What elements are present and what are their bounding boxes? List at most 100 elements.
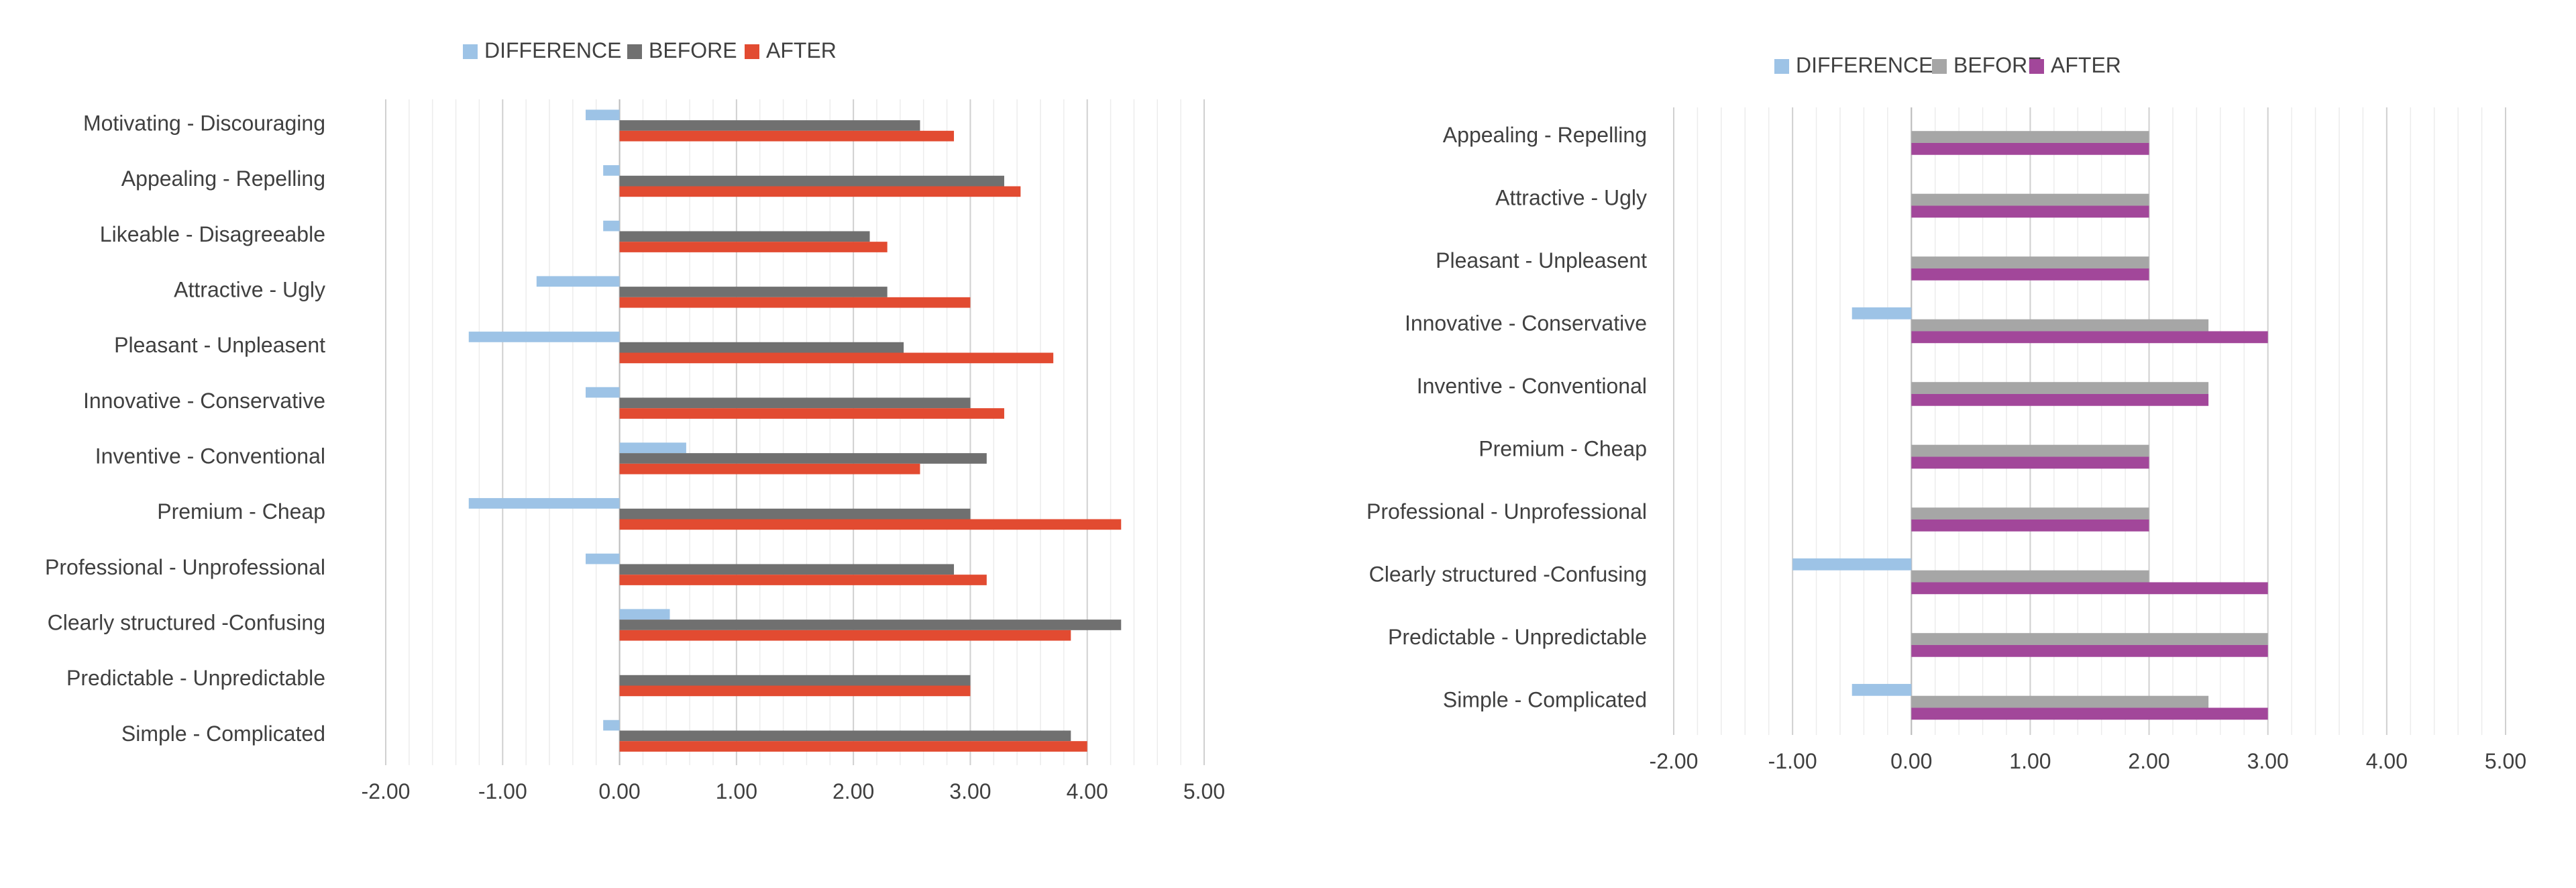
bar-before <box>619 231 870 242</box>
bar-after <box>619 130 955 142</box>
bar-before <box>1911 633 2268 645</box>
bar-difference <box>468 498 620 509</box>
bar-after <box>1911 519 2149 532</box>
category-label: Appealing - Repelling <box>1443 123 1647 147</box>
x-tick-label: 4.00 <box>1067 779 1108 803</box>
bar-difference <box>586 109 620 121</box>
category-label: Professional - Unprofessional <box>45 555 325 579</box>
bar-difference <box>1851 307 1912 319</box>
legend-swatch-before <box>627 44 642 59</box>
category-label: Motivating - Discouraging <box>83 111 325 136</box>
x-tick-label: -1.00 <box>1768 749 1817 773</box>
bar-after <box>619 630 1071 641</box>
legend-swatch-after <box>2029 59 2044 74</box>
bar-after <box>619 575 987 585</box>
bar-after <box>1911 393 2209 406</box>
bar-before <box>1911 507 2149 520</box>
bar-after <box>619 408 1004 419</box>
gridlines <box>1673 107 2506 735</box>
bar-after <box>1911 268 2149 281</box>
legend-label-after: AFTER <box>766 38 837 62</box>
category-label: Pleasant - Unpleasent <box>1436 248 1647 273</box>
bar-difference <box>619 609 670 620</box>
legend-label-difference: DIFFERENCE <box>1796 53 1933 77</box>
x-tick-label: 4.00 <box>2366 749 2408 773</box>
bar-after <box>619 519 1122 530</box>
bar-before <box>619 564 955 575</box>
category-label: Appealing - Repelling <box>121 166 325 191</box>
bar-after <box>1911 582 2268 595</box>
bar-difference <box>619 442 686 454</box>
x-tick-label: 0.00 <box>1890 749 1932 773</box>
bar-difference <box>586 553 620 564</box>
bar-before <box>619 730 1071 742</box>
legend-label-after: AFTER <box>2051 53 2121 77</box>
bar-before <box>619 397 971 409</box>
x-tick-label: -2.00 <box>362 779 411 803</box>
category-label: Likeable - Disagreeable <box>100 222 325 246</box>
category-label: Attractive - Ugly <box>1495 185 1647 209</box>
bar-difference <box>1792 558 1912 571</box>
right-bar-chart: -2.00 -1.00 0.00 1.00 2.00 3.00 4.00 5.00 Appeal… <box>1288 0 2576 885</box>
x-tick-label: -2.00 <box>1650 749 1699 773</box>
bar-before <box>619 675 971 686</box>
x-tick-label: 1.00 <box>716 779 757 803</box>
bar-before <box>1911 444 2149 457</box>
bar-before <box>619 287 888 297</box>
category-label: Premium - Cheap <box>1479 436 1647 460</box>
bar-after <box>619 186 1021 197</box>
bar-before <box>619 120 920 131</box>
bar-after <box>1911 707 2268 720</box>
category-label: Simple - Complicated <box>1443 687 1647 711</box>
legend: DIFFERENCE BEFORE AFTER <box>463 38 837 62</box>
category-label: Clearly structured -Confusing <box>1369 562 1647 586</box>
legend: DIFFERENCE BEFORE AFTER <box>1774 53 2121 77</box>
legend-swatch-difference <box>1774 59 1789 74</box>
bar-difference <box>603 165 620 176</box>
x-tick-label: 5.00 <box>1183 779 1225 803</box>
bar-before <box>619 175 1004 187</box>
x-tick-label: 3.00 <box>2247 749 2289 773</box>
category-label: Predictable - Unpredictable <box>66 666 325 690</box>
bar-before <box>1911 256 2149 268</box>
bar-after <box>619 463 920 475</box>
bar-before <box>619 508 971 520</box>
bar-difference <box>586 387 620 398</box>
bar-after <box>1911 456 2149 469</box>
legend-swatch-difference <box>463 44 478 59</box>
left-chart-svg: -2.00 -1.00 0.00 1.00 2.00 3.00 4.00 5.00 Motiva… <box>45 38 1225 803</box>
legend-label-before: BEFORE <box>649 38 737 62</box>
legend-label-before: BEFORE <box>1953 53 2042 77</box>
bar-before <box>1911 570 2149 583</box>
category-label: Inventive - Conventional <box>1417 374 1647 398</box>
category-label: Clearly structured -Confusing <box>48 611 325 635</box>
right-chart-svg: -2.00 -1.00 0.00 1.00 2.00 3.00 4.00 5.00 Appeal… <box>1366 53 2526 773</box>
category-label: Premium - Cheap <box>157 499 325 524</box>
bar-before <box>1911 193 2149 206</box>
bar-after <box>1911 644 2268 657</box>
bars <box>468 109 1122 752</box>
x-tick-label: 1.00 <box>2009 749 2051 773</box>
bar-difference <box>603 720 620 731</box>
bar-difference <box>1851 683 1912 696</box>
bar-after <box>1911 331 2268 344</box>
bars <box>1792 131 2268 720</box>
category-label: Professional - Unprofessional <box>1366 499 1647 524</box>
x-tick-label: 2.00 <box>833 779 874 803</box>
category-label: Innovative - Conservative <box>1405 311 1647 335</box>
bar-before <box>619 453 987 464</box>
bar-difference <box>468 332 620 342</box>
bar-difference <box>603 220 620 232</box>
bar-after <box>1911 205 2149 218</box>
bar-before <box>1911 131 2149 143</box>
bar-before <box>1911 319 2209 332</box>
bar-before <box>1911 695 2209 708</box>
bar-after <box>619 242 888 252</box>
gridlines <box>385 99 1205 765</box>
x-tick-label: 2.00 <box>2128 749 2169 773</box>
bar-before <box>1911 382 2209 394</box>
left-bar-chart: -2.00 -1.00 0.00 1.00 2.00 3.00 4.00 5.00 Motiva… <box>0 0 1288 885</box>
category-label: Simple - Complicated <box>121 722 325 746</box>
category-label: Attractive - Ugly <box>174 278 325 302</box>
category-label: Inventive - Conventional <box>95 444 325 468</box>
